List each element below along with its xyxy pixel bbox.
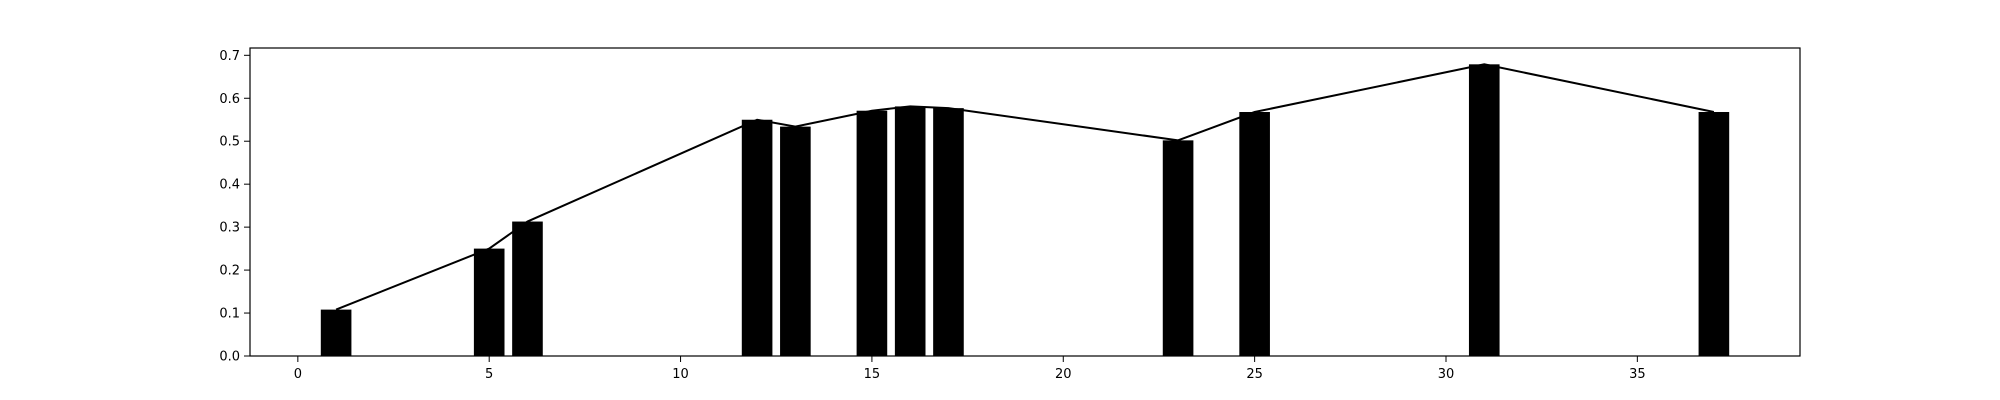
bar-37 xyxy=(1698,112,1730,356)
y-axis: 0.0 0.1 0.2 0.3 0.4 0.5 0.6 0.7 xyxy=(219,49,250,365)
y-tick-label-0.7: 0.7 xyxy=(219,49,240,64)
x-tick-label-30: 30 xyxy=(1438,367,1455,382)
y-tick-label-0.3: 0.3 xyxy=(219,221,240,236)
bar-16 xyxy=(894,106,926,356)
x-tick-label-10: 10 xyxy=(672,367,689,382)
x-tick-label-15: 15 xyxy=(864,367,881,382)
x-tick-label-35: 35 xyxy=(1629,367,1646,382)
bar-17 xyxy=(933,108,964,357)
bars-group xyxy=(320,64,1730,357)
x-axis: 0 5 10 15 20 25 30 35 xyxy=(294,356,1646,382)
bar-12 xyxy=(741,119,773,356)
x-tick-label-25: 25 xyxy=(1246,367,1263,382)
bar-1 xyxy=(320,309,352,356)
trend-line xyxy=(335,63,1715,311)
y-tick-label-0.6: 0.6 xyxy=(219,92,240,107)
bar-15 xyxy=(856,110,888,356)
bar-25 xyxy=(1239,112,1270,356)
bar-31 xyxy=(1468,64,1500,356)
x-tick-label-5: 5 xyxy=(485,367,493,382)
x-tick-label-20: 20 xyxy=(1055,367,1072,382)
plot-frame xyxy=(249,47,1801,357)
y-tick-label-0.5: 0.5 xyxy=(219,135,240,150)
bar-13 xyxy=(780,126,811,357)
y-tick-label-0.4: 0.4 xyxy=(219,178,240,193)
x-tick-label-0: 0 xyxy=(294,367,302,382)
y-tick-label-0.0: 0.0 xyxy=(219,350,240,365)
bar-5 xyxy=(473,248,505,356)
y-tick-label-0.2: 0.2 xyxy=(219,264,240,279)
bar-23 xyxy=(1162,140,1194,356)
bar-6 xyxy=(512,221,543,356)
y-tick-label-0.1: 0.1 xyxy=(219,307,240,322)
